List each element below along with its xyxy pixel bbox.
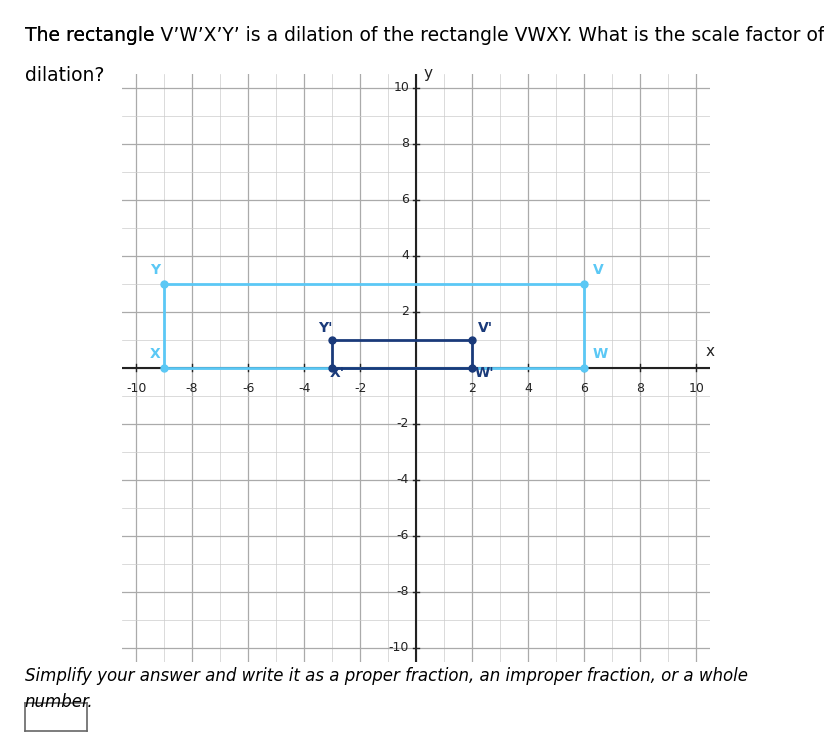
Text: 8: 8 [401, 137, 410, 150]
Text: -10: -10 [126, 381, 147, 395]
Text: W: W [592, 346, 608, 360]
Text: The rectangle: The rectangle [25, 26, 160, 45]
Text: 4: 4 [524, 381, 532, 395]
Text: -4: -4 [298, 381, 311, 395]
Text: X': X' [330, 366, 344, 380]
Text: -4: -4 [396, 473, 410, 486]
Text: dilation?: dilation? [25, 66, 104, 85]
Text: 10: 10 [688, 381, 704, 395]
Text: -10: -10 [389, 641, 410, 654]
Text: y: y [423, 66, 432, 81]
Text: V: V [592, 262, 603, 276]
Text: 6: 6 [401, 193, 410, 206]
Text: Y: Y [150, 262, 160, 276]
Text: 4: 4 [401, 249, 410, 262]
Text: Simplify your answer and write it as a proper fraction, an improper fraction, or: Simplify your answer and write it as a p… [25, 667, 747, 685]
Text: W': W' [475, 366, 494, 380]
Text: -6: -6 [396, 529, 410, 542]
Text: V': V' [478, 321, 493, 335]
Text: 10: 10 [393, 81, 410, 94]
Text: -2: -2 [396, 417, 410, 430]
Text: -8: -8 [186, 381, 199, 395]
Text: -2: -2 [354, 381, 367, 395]
Text: 2: 2 [401, 305, 410, 318]
Text: X: X [150, 346, 161, 360]
Text: x: x [705, 344, 714, 359]
Text: 8: 8 [636, 381, 644, 395]
Text: 6: 6 [580, 381, 588, 395]
Text: -6: -6 [242, 381, 255, 395]
Text: The rectangle V’W’X’Y’ is a dilation of the rectangle VWXY. What is the scale fa: The rectangle V’W’X’Y’ is a dilation of … [25, 26, 824, 45]
Text: -8: -8 [396, 585, 410, 598]
Text: 2: 2 [468, 381, 476, 395]
Text: Y': Y' [318, 321, 333, 335]
Text: number.: number. [25, 694, 93, 711]
